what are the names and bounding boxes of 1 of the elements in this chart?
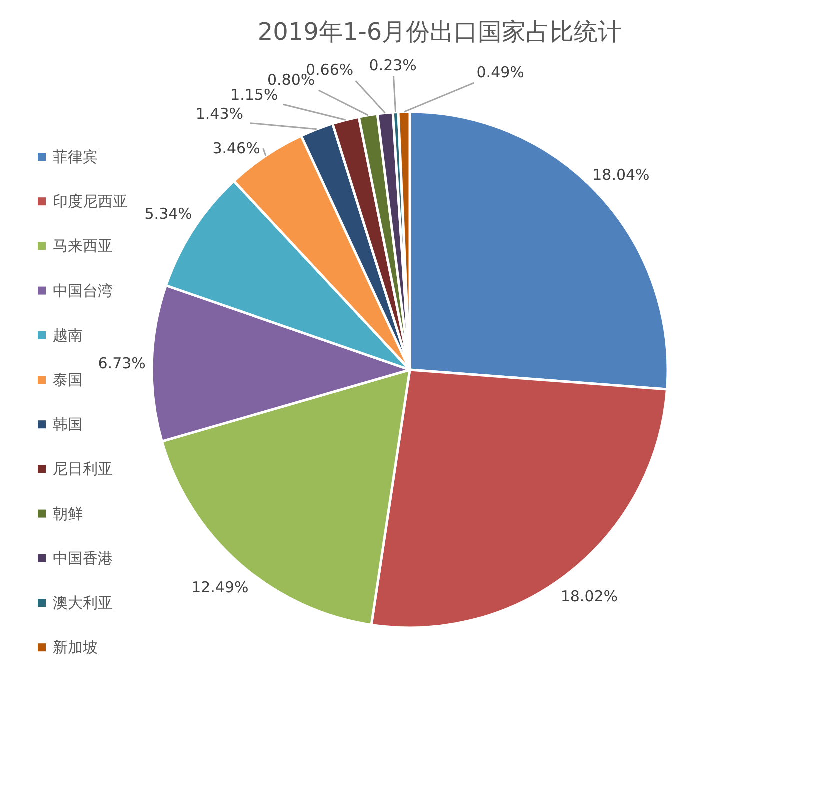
title: 2019年1-6月份出口国家占比统计 <box>258 18 622 46</box>
